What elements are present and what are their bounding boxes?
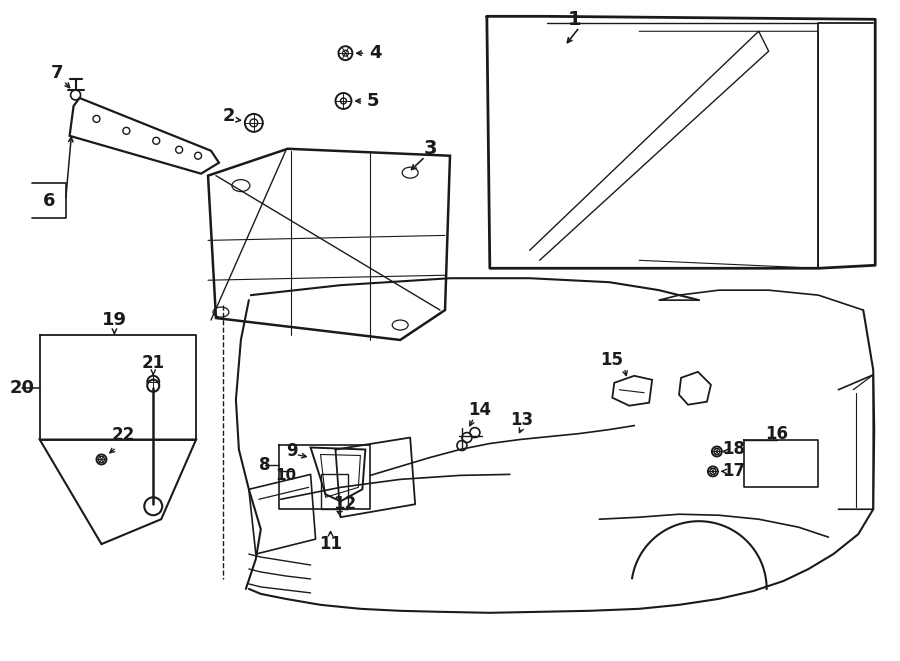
Text: 9: 9 [286,442,298,461]
Text: 12: 12 [333,495,356,514]
Circle shape [144,497,162,515]
Text: 16: 16 [765,424,788,443]
Text: 18: 18 [723,440,745,459]
Text: 5: 5 [367,92,380,110]
Text: 6: 6 [42,192,55,210]
Text: 19: 19 [102,311,127,329]
Text: 10: 10 [275,468,296,483]
Text: 7: 7 [50,64,63,82]
Text: 2: 2 [222,107,235,125]
Text: 4: 4 [369,44,382,62]
Text: 21: 21 [141,354,165,372]
Text: 20: 20 [9,379,34,397]
Text: 22: 22 [112,426,135,444]
Text: 15: 15 [599,351,623,369]
Text: 13: 13 [510,410,534,428]
Bar [320,475,348,509]
Text: 17: 17 [722,463,745,481]
Text: 3: 3 [423,139,436,158]
Circle shape [148,380,159,392]
Text: 8: 8 [259,457,271,475]
Text: 11: 11 [319,535,342,553]
Text: 1: 1 [568,10,581,29]
Text: 14: 14 [468,401,491,418]
